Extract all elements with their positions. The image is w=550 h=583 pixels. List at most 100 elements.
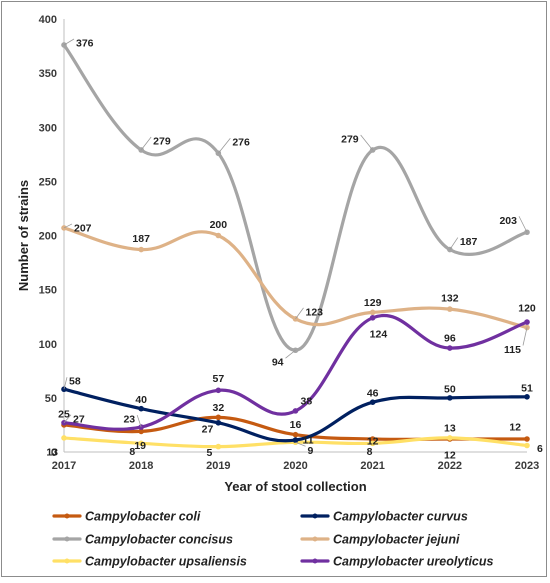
data-point-campylobacter-upsaliensis <box>447 435 453 441</box>
x-tick-label: 2020 <box>283 460 307 472</box>
y-tick-label: 300 <box>39 122 57 134</box>
data-label-campylobacter-upsaliensis: 5 <box>206 447 212 459</box>
data-point-campylobacter-coli <box>292 431 299 438</box>
legend-marker <box>312 513 318 519</box>
data-point-campylobacter-ureolyticus <box>138 424 144 430</box>
data-point-campylobacter-coli <box>524 436 530 442</box>
y-tick-label: 250 <box>39 176 57 188</box>
x-axis-title: Year of stool collection <box>224 479 366 494</box>
axes: 0 50 100 150 200 250 300 350 400 2017 2018 2019 2020… <box>16 14 539 494</box>
data-point-campylobacter-curvus <box>524 393 530 400</box>
legend-label: Campylobacter curvus <box>333 510 468 524</box>
data-label-campylobacter-ureolyticus: 23 <box>123 414 135 426</box>
data-label-campylobacter-upsaliensis: 9 <box>308 445 314 457</box>
y-tick-label: 50 <box>45 393 57 405</box>
data-label-campylobacter-jejuni: 123 <box>306 306 324 318</box>
data-point-campylobacter-coli <box>215 414 222 421</box>
data-label-campylobacter-jejuni: 132 <box>441 293 459 305</box>
data-point-campylobacter-jejuni <box>292 316 299 322</box>
data-point-campylobacter-curvus <box>61 386 67 393</box>
legend-marker <box>312 558 318 564</box>
data-label-campylobacter-coli: 16 <box>290 419 302 431</box>
label-leader-line <box>218 137 231 154</box>
data-label-campylobacter-jejuni: 115 <box>504 344 521 356</box>
y-axis-title: Number of strains <box>16 180 31 291</box>
data-label-campylobacter-upsaliensis: 8 <box>129 446 135 458</box>
data-label-campylobacter-curvus: 51 <box>521 382 533 394</box>
x-tick-label: 2018 <box>129 460 153 472</box>
legend-label: Campylobacter concisus <box>85 533 233 547</box>
label-leader-line <box>285 349 296 359</box>
data-label-campylobacter-coli: 12 <box>367 436 379 448</box>
data-point-campylobacter-upsaliensis <box>138 440 144 447</box>
data-label-campylobacter-upsaliensis: 13 <box>46 446 58 458</box>
data-point-campylobacter-curvus <box>138 405 144 412</box>
data-label-campylobacter-curvus: 11 <box>303 435 314 447</box>
data-point-campylobacter-ureolyticus <box>369 314 376 321</box>
label-leader-line <box>140 136 152 151</box>
data-label-campylobacter-concisus: 94 <box>272 357 284 369</box>
data-point-campylobacter-jejuni <box>138 246 144 253</box>
data-label-campylobacter-curvus: 40 <box>135 394 147 406</box>
data-point-campylobacter-upsaliensis <box>61 435 67 441</box>
y-tick-label: 200 <box>39 231 57 243</box>
legend-item-campylobacter-ureolyticus: Campylobacter ureolyticus <box>300 555 494 569</box>
legend-marker <box>312 536 318 542</box>
data-point-campylobacter-ureolyticus <box>215 387 222 394</box>
data-label-campylobacter-concisus: 187 <box>460 236 478 248</box>
data-label-campylobacter-jejuni: 207 <box>74 222 92 234</box>
data-point-campylobacter-ureolyticus <box>524 319 530 325</box>
data-label-campylobacter-coli: 19 <box>134 440 146 452</box>
legend-item-campylobacter-curvus: Campylobacter curvus <box>300 510 468 524</box>
data-label-campylobacter-ureolyticus: 38 <box>301 395 313 407</box>
data-label-campylobacter-concisus: 376 <box>76 37 94 49</box>
series-lines <box>61 42 530 450</box>
legend: Campylobacter coli Campylobacter curvus Ca… <box>52 510 494 569</box>
data-point-campylobacter-jejuni <box>447 306 453 312</box>
data-point-campylobacter-upsaliensis <box>215 443 222 450</box>
data-point-campylobacter-jejuni <box>215 232 222 239</box>
data-label-campylobacter-upsaliensis: 8 <box>367 446 373 458</box>
label-leader-line <box>360 134 373 151</box>
legend-label: Campylobacter jejuni <box>333 533 460 547</box>
data-label-campylobacter-concisus: 276 <box>232 137 250 149</box>
label-leader-line <box>63 223 73 229</box>
data-label-campylobacter-jejuni: 187 <box>132 233 150 245</box>
x-tick-label: 2019 <box>206 460 230 472</box>
label-leader-line <box>295 441 306 447</box>
data-label-campylobacter-ureolyticus: 96 <box>444 333 456 345</box>
data-label-campylobacter-concisus: 203 <box>499 215 517 227</box>
data-point-campylobacter-upsaliensis <box>369 440 376 447</box>
label-leader-line <box>63 38 75 46</box>
y-tick-label: 100 <box>39 339 57 351</box>
data-label-campylobacter-coli: 25 <box>58 408 70 420</box>
data-label-campylobacter-upsaliensis: 6 <box>537 443 543 455</box>
data-label-campylobacter-ureolyticus: 57 <box>212 373 224 385</box>
legend-item-campylobacter-concisus: Campylobacter concisus <box>52 533 233 547</box>
x-tick-label: 2021 <box>360 460 384 472</box>
data-label-campylobacter-coli: 12 <box>444 450 456 462</box>
data-label-campylobacter-jejuni: 129 <box>364 297 382 309</box>
data-label-campylobacter-concisus: 279 <box>341 133 359 145</box>
data-label-campylobacter-curvus: 50 <box>444 383 456 395</box>
x-tick-label: 2022 <box>438 460 462 472</box>
data-point-campylobacter-curvus <box>215 419 222 426</box>
legend-label: Campylobacter ureolyticus <box>333 555 494 569</box>
legend-item-campylobacter-jejuni: Campylobacter jejuni <box>300 533 460 547</box>
data-label-campylobacter-ureolyticus: 124 <box>370 328 388 340</box>
legend-item-campylobacter-coli: Campylobacter coli <box>52 510 201 524</box>
label-leader-line <box>522 327 528 346</box>
data-label-campylobacter-coli: 32 <box>212 402 224 414</box>
label-leader-line <box>136 414 142 428</box>
data-label-campylobacter-curvus: 58 <box>69 376 81 388</box>
label-leader-line <box>518 216 528 233</box>
x-tick-label: 2017 <box>52 460 76 472</box>
data-label-campylobacter-concisus: 279 <box>153 135 171 147</box>
data-point-campylobacter-curvus <box>292 437 299 443</box>
label-leader-line <box>449 237 459 250</box>
data-label-campylobacter-jejuni: 200 <box>210 219 228 231</box>
data-point-campylobacter-jejuni <box>369 309 376 316</box>
legend-marker <box>64 536 70 542</box>
legend-marker <box>64 558 70 564</box>
data-point-campylobacter-upsaliensis <box>524 442 530 449</box>
